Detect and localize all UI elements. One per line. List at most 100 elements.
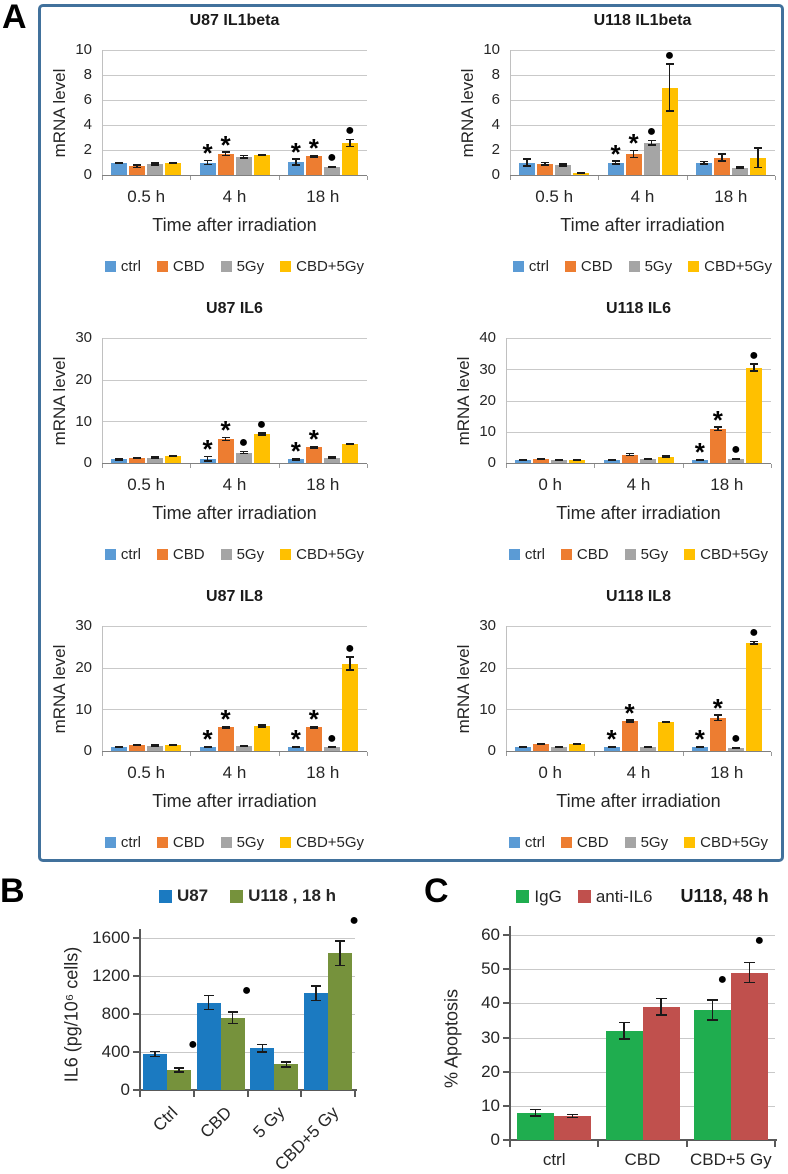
error-bar-cap <box>731 458 740 461</box>
y-axis <box>139 929 141 1090</box>
legend: ctrl CBD 5Gy CBD+5Gy <box>436 834 788 851</box>
error-bar <box>154 1051 156 1057</box>
y-axis-title: % Apoptosis <box>441 988 462 1088</box>
bar <box>341 444 358 463</box>
error-bar <box>242 451 245 454</box>
error-bar <box>757 147 759 168</box>
legend-swatch <box>156 837 168 848</box>
category-label: 4 h <box>630 187 655 206</box>
chart-title: U118 IL6 <box>606 300 671 317</box>
legend-label: 5Gy <box>640 546 669 563</box>
legend-swatch <box>280 261 292 272</box>
x-tick <box>300 1091 303 1097</box>
bar <box>323 166 340 175</box>
x-axis <box>102 751 367 752</box>
category-label: 4 h <box>626 475 651 494</box>
bar <box>235 746 252 751</box>
legend-item: ctrl <box>104 546 141 563</box>
x-tick <box>102 752 103 756</box>
x-tick <box>774 1141 776 1147</box>
annotation-asterisk: * <box>308 133 319 164</box>
chart-u118-il1beta: U118 IL1beta 0 2 4 6 8 10 0.5 h 4 h 18 h * * ● ● Time … <box>450 8 788 294</box>
annotation-asterisk: * <box>610 138 621 169</box>
error-bar <box>178 1067 180 1073</box>
error-bar-cap <box>257 154 266 157</box>
annotation-asterisk: * <box>202 434 213 465</box>
error-bar-cap <box>203 455 212 458</box>
error-bar-cap <box>749 363 758 365</box>
legend-label: CBD <box>576 546 609 563</box>
chart-apoptosis: 0 10 20 30 40 50 60 ctrl CBD CBD+5 Gy ● ● % Apoptosi… <box>424 884 788 1174</box>
x-tick <box>771 464 772 468</box>
x-tick <box>598 176 600 180</box>
legend-label: ctrl <box>120 546 141 563</box>
legend-item: IgG <box>516 887 562 907</box>
error-bar-cap <box>541 164 550 166</box>
error-bar <box>154 162 156 165</box>
bar <box>165 744 182 751</box>
annotation-dot: ● <box>748 624 759 641</box>
annotation-asterisk: * <box>694 724 705 754</box>
legend-swatch <box>280 837 292 848</box>
bar <box>661 87 678 175</box>
error-bar-cap <box>221 436 230 439</box>
error-bar-cap <box>567 1113 579 1116</box>
bar <box>555 165 572 175</box>
legend-item: 5Gy <box>624 834 668 851</box>
annotation-dot: ● <box>344 639 355 657</box>
error-bar-cap <box>291 459 300 461</box>
bar <box>235 452 252 463</box>
legend-label: CBD+5Gy <box>700 834 769 851</box>
legend-item: CBD+5Gy <box>684 834 768 851</box>
legend-item: CBD <box>560 546 609 563</box>
error-bar <box>628 453 631 456</box>
y-tick-label: 20 <box>479 391 496 409</box>
gridline <box>506 400 771 402</box>
bar <box>569 744 586 751</box>
y-tick-label: 30 <box>479 617 496 635</box>
annotation-dot: ● <box>730 441 741 459</box>
annotation-asterisk: * <box>220 129 231 160</box>
error-bar-cap <box>115 162 124 165</box>
error-bar <box>206 456 209 462</box>
annotation-asterisk: * <box>712 692 723 723</box>
error-bar-cap <box>309 445 318 448</box>
bar <box>709 717 726 751</box>
gridline <box>102 338 367 339</box>
legend-swatch <box>104 837 116 848</box>
y-tick-label: 0 <box>487 742 496 760</box>
annotation-dot: ● <box>717 970 728 988</box>
y-tick-label: 0 <box>490 1130 500 1150</box>
y-tick-label: 1200 <box>92 966 130 986</box>
legend-note: U118, 48 h <box>680 886 769 906</box>
annotation-dot: ● <box>326 729 337 747</box>
error-bar-cap <box>327 165 336 168</box>
legend-item: CBD+5Gy <box>280 258 364 275</box>
error-bar <box>668 63 671 112</box>
bar <box>657 721 674 751</box>
gridline <box>140 1052 355 1053</box>
annotation-asterisk: * <box>202 138 213 169</box>
bar <box>569 459 586 463</box>
y-axis <box>506 626 507 751</box>
bar <box>142 1053 167 1090</box>
y-axis-title: IL6 (pg/10⁶ cells) <box>61 946 82 1083</box>
annotation-dot: ● <box>188 1035 198 1053</box>
annotation-dot: ● <box>344 122 355 140</box>
bar <box>165 456 182 463</box>
annotation-dot: ● <box>646 123 657 140</box>
x-tick <box>686 176 688 180</box>
error-bar-cap <box>291 164 300 166</box>
annotation-dot: ● <box>326 149 337 167</box>
annotation-dot: ● <box>241 981 252 999</box>
error-bar-cap <box>203 745 212 747</box>
error-bar-cap <box>607 459 616 461</box>
bar <box>341 663 358 751</box>
bar <box>111 459 128 463</box>
x-tick <box>685 1141 688 1147</box>
bar <box>745 642 762 751</box>
bar <box>305 447 322 463</box>
legend-swatch <box>628 261 640 272</box>
bar <box>253 155 270 175</box>
bar <box>274 1064 299 1090</box>
